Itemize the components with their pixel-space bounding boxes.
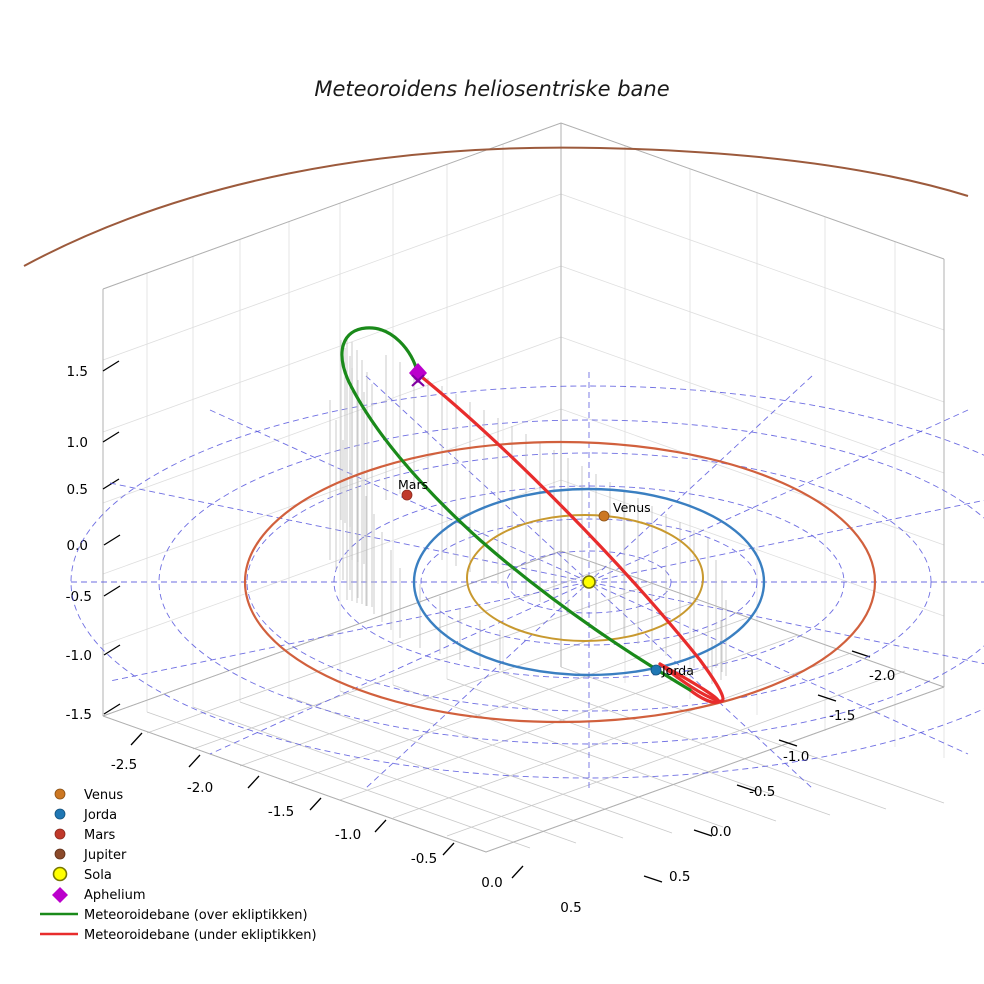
legend-item-mars[interactable]: Mars [54, 828, 116, 843]
z-tick-label: 1.5 [67, 364, 88, 380]
jorda-marker [650, 664, 662, 676]
legend-item-jupiter[interactable]: Jupiter [54, 848, 127, 863]
legend-label-jorda: Jorda [83, 808, 117, 823]
polar-grid-spokes [71, 372, 984, 792]
pane-left-wall [102, 122, 562, 717]
axes-panes [102, 122, 945, 853]
z-axis-ticks [102, 360, 121, 715]
x-tick-label: -1.0 [335, 827, 361, 843]
z-axis-tick-labels: 1.5 1.0 0.5 0.0 -0.5 -1.0 -1.5 [66, 364, 92, 723]
y-tick-label: -0.5 [749, 784, 775, 800]
venus-orbit [466, 514, 704, 642]
pane-floor [102, 550, 945, 853]
legend-item-jorda[interactable]: Jorda [54, 808, 117, 823]
legend-label-mars: Mars [84, 828, 116, 843]
x-tick-label: -2.0 [187, 780, 213, 796]
legend-venus-circle-icon [54, 788, 66, 800]
z-tick-label: 1.0 [67, 435, 88, 451]
legend-label-orbit-over: Meteoroidebane (over ekliptikken) [84, 908, 308, 923]
legend-label-orbit-under: Meteoroidebane (under ekliptikken) [84, 928, 317, 943]
aphelium-marker [409, 363, 427, 383]
y-axis-ticks [643, 650, 871, 883]
legend-label-venus: Venus [84, 788, 123, 803]
jorda-annotation: Jorda [661, 663, 694, 678]
legend-item-venus[interactable]: Venus [54, 788, 123, 803]
y-tick-label: -2.0 [869, 668, 895, 684]
legend-item-aphelium[interactable]: Aphelium [52, 887, 146, 903]
aphelium-cross-icon [411, 374, 425, 387]
legend: Venus Jorda Mars Jupiter Sola [40, 788, 317, 943]
y-tick-label: 0.0 [710, 824, 731, 840]
sola-marker [582, 575, 596, 589]
legend-item-orbit-over[interactable]: Meteoroidebane (over ekliptikken) [40, 908, 308, 923]
legend-sola-circle-icon [52, 866, 68, 882]
x-axis-ticks [130, 732, 524, 879]
x-tick-label: 0.5 [560, 900, 581, 916]
mars-annotation: Mars [398, 477, 428, 492]
legend-jorda-circle-icon [54, 808, 66, 820]
x-tick-label: -1.5 [268, 804, 294, 820]
legend-label-jupiter: Jupiter [83, 848, 127, 863]
z-tick-label: 0.5 [67, 482, 88, 498]
jorda-orbit [412, 487, 766, 677]
z-tick-label: -1.5 [66, 707, 92, 723]
mars-orbit [243, 440, 877, 724]
legend-aphelium-diamond-icon [52, 887, 68, 903]
z-tick-label: -1.0 [66, 648, 92, 664]
legend-label-aphelium: Aphelium [84, 888, 146, 903]
x-tick-label: 0.0 [481, 875, 502, 891]
x-axis: -2.5 -2.0 -1.5 -1.0 -0.5 0.0 0.5 [111, 732, 582, 916]
page-title: Meteoroidens heliosentriske bane [314, 77, 669, 101]
z-tick-label: 0.0 [67, 538, 88, 554]
x-tick-label: -0.5 [411, 851, 437, 867]
legend-item-orbit-under[interactable]: Meteoroidebane (under ekliptikken) [40, 928, 317, 943]
y-axis: -2.0 -1.5 -1.0 -0.5 0.0 0.5 [643, 650, 895, 885]
pane-edges [102, 122, 945, 853]
mars-marker [401, 489, 413, 501]
legend-item-sola[interactable]: Sola [52, 866, 112, 884]
jupiter-orbit [23, 146, 969, 267]
y-tick-label: -1.0 [783, 749, 809, 765]
x-tick-label: -2.5 [111, 757, 137, 773]
orbit-droplines [329, 336, 727, 684]
meteoroid-orbit-under-ecliptic [416, 372, 725, 703]
venus-marker [598, 510, 610, 522]
z-tick-label: -0.5 [66, 589, 92, 605]
y-tick-label: -1.5 [829, 708, 855, 724]
legend-jupiter-circle-icon [54, 848, 66, 860]
legend-label-sola: Sola [84, 868, 112, 883]
z-axis: 1.5 1.0 0.5 0.0 -0.5 -1.0 -1.5 [66, 360, 121, 723]
meteoroid-orbit-over-ecliptic [340, 326, 692, 692]
y-axis-tick-labels: -2.0 -1.5 -1.0 -0.5 0.0 0.5 [669, 668, 895, 885]
meteoroid-orbit-under-ecliptic-tip [658, 662, 720, 704]
legend-mars-circle-icon [54, 828, 66, 840]
y-tick-label: 0.5 [669, 869, 690, 885]
venus-annotation: Venus [613, 500, 651, 515]
x-axis-tick-labels: -2.5 -2.0 -1.5 -1.0 -0.5 0.0 0.5 [111, 757, 582, 916]
pane-right-wall [560, 122, 945, 758]
